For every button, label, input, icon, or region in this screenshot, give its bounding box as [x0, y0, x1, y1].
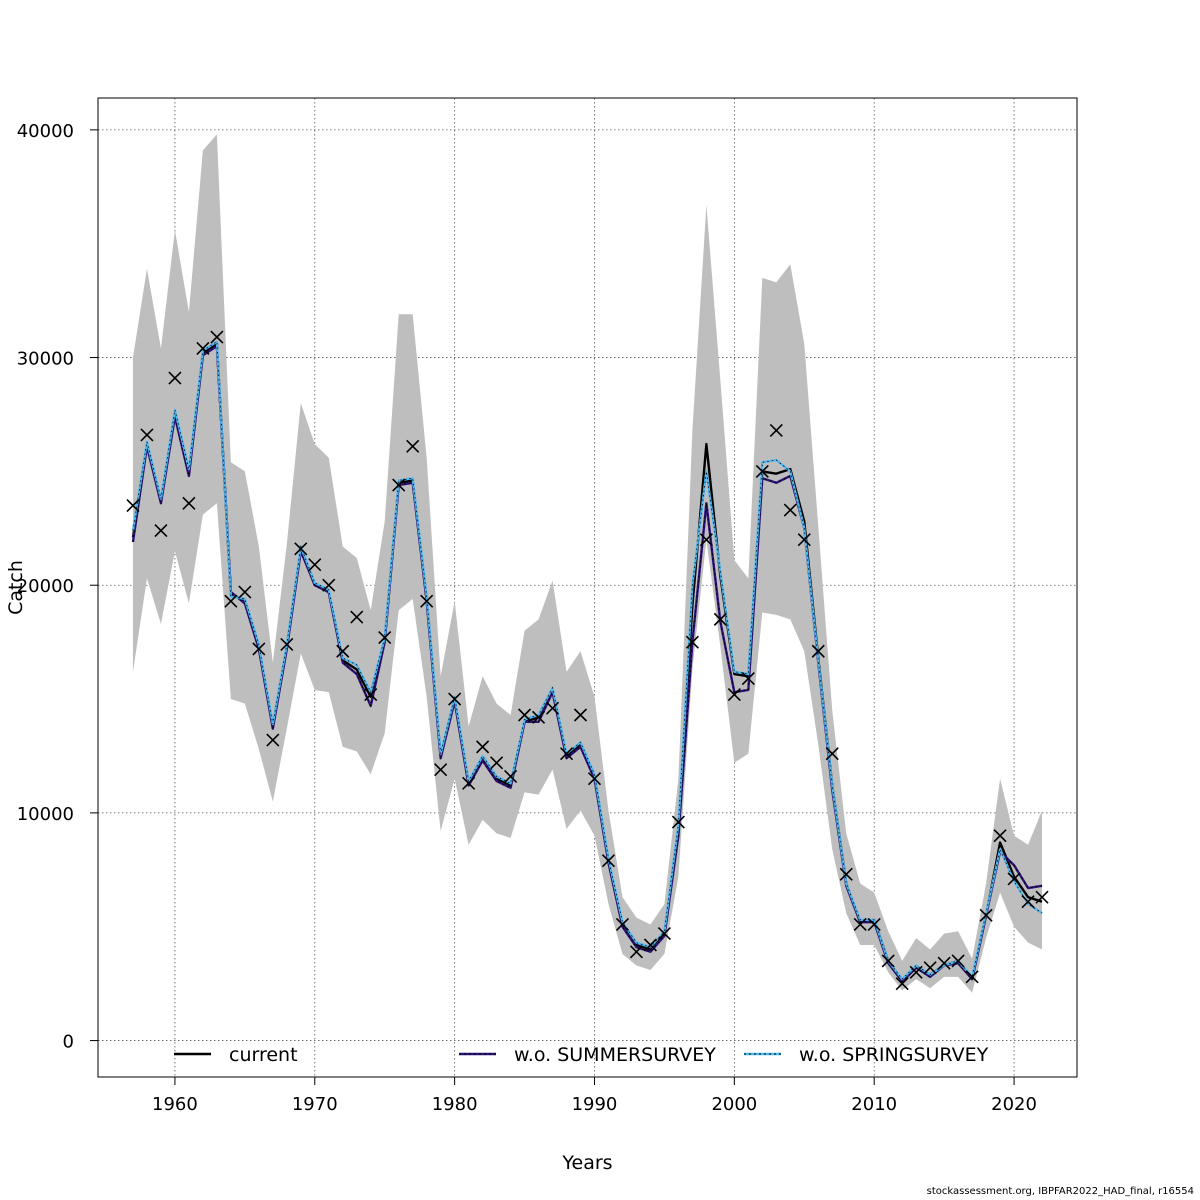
- observed-point: [629, 945, 644, 959]
- y-axis: 0 10000 20000 30000 40000: [17, 121, 98, 1053]
- observed-point: [294, 542, 308, 556]
- x-tick-label: 1970: [292, 1094, 338, 1115]
- y-tick-label: 20000: [17, 576, 74, 597]
- legend-item: w.o. SUMMERSURVEY: [459, 1044, 716, 1066]
- x-tick-label: 2020: [991, 1094, 1037, 1115]
- observed-point: [951, 954, 965, 968]
- observed-catch-markers: [126, 330, 1049, 991]
- x-axis: 1960 1970 1980 1990 2000 2010 2020: [152, 1077, 1037, 1115]
- observed-point: [252, 642, 266, 656]
- x-tick-label: 1980: [432, 1094, 478, 1115]
- observed-point: [378, 631, 392, 645]
- plot-frame: [97, 97, 1078, 1078]
- observed-point: [685, 635, 699, 649]
- observed-point: [559, 747, 574, 761]
- y-tick-label: 30000: [17, 349, 74, 370]
- observed-point: [517, 708, 532, 722]
- x-tick-label: 1960: [152, 1094, 198, 1115]
- source-footer: stockassessment.org, IBPFAR2022_HAD_fina…: [926, 1186, 1194, 1197]
- observed-point: [196, 341, 210, 356]
- x-axis-title: Years: [561, 1152, 612, 1174]
- x-tick-label: 1990: [572, 1094, 618, 1115]
- observed-point: [154, 524, 168, 538]
- observed-point: [965, 970, 979, 984]
- observed-point: [364, 687, 378, 702]
- observed-point: [713, 612, 727, 626]
- observed-point: [895, 977, 909, 991]
- observed-point: [601, 854, 616, 868]
- observed-point: [406, 439, 420, 453]
- observed-point: [839, 867, 853, 881]
- observed-point: [979, 908, 993, 922]
- observed-point: [937, 956, 951, 970]
- x-tick-label: 2000: [711, 1094, 757, 1115]
- observed-point: [993, 829, 1007, 843]
- observed-point: [224, 594, 238, 608]
- observed-point: [434, 763, 448, 777]
- observed-point: [853, 917, 867, 932]
- observed-point: [741, 672, 755, 686]
- observed-point: [420, 594, 434, 608]
- y-axis-title: Catch: [5, 560, 27, 615]
- observed-point: [811, 644, 825, 658]
- observed-point: [350, 610, 364, 624]
- legend-item: w.o. SPRINGSURVEY: [744, 1044, 989, 1066]
- observed-point: [769, 423, 783, 437]
- series-line-wo-summersurvey-dots: [132, 345, 1043, 983]
- observed-point: [266, 733, 280, 747]
- observed-point: [476, 740, 490, 754]
- observed-point: [140, 428, 154, 442]
- observed-point: [504, 769, 518, 784]
- y-tick-label: 10000: [17, 804, 74, 825]
- observed-point: [448, 692, 462, 706]
- observed-point: [797, 533, 811, 547]
- series-line-wo-springsurvey-dots: [132, 340, 1043, 980]
- observed-point: [699, 533, 713, 547]
- observed-point: [462, 776, 476, 790]
- confidence-band: [132, 134, 1043, 993]
- observed-point: [126, 498, 140, 513]
- observed-point: [238, 585, 252, 599]
- y-tick-label: 40000: [17, 121, 74, 142]
- observed-point: [671, 815, 685, 829]
- observed-point: [727, 687, 741, 702]
- observed-point: [573, 708, 588, 722]
- observed-point: [881, 954, 895, 968]
- observed-point: [923, 961, 937, 975]
- observed-point: [867, 917, 881, 932]
- observed-point: [210, 330, 224, 344]
- observed-point: [392, 478, 406, 492]
- observed-point: [490, 756, 504, 770]
- observed-point: [587, 772, 602, 786]
- confidence-band-area: [132, 134, 1043, 993]
- legend-item: current: [174, 1044, 298, 1066]
- y-tick-label: 0: [63, 1032, 74, 1053]
- observed-point: [336, 644, 350, 658]
- observed-point: [182, 496, 196, 510]
- legend-label: current: [229, 1044, 298, 1066]
- observed-point: [322, 578, 336, 592]
- observed-point: [280, 637, 294, 651]
- observed-point: [755, 464, 769, 478]
- legend: current w.o. SUMMERSURVEY w.o. SPRINGSURVE…: [174, 1044, 989, 1066]
- observed-point: [643, 938, 658, 952]
- observed-point: [657, 926, 671, 941]
- observed-point: [168, 371, 182, 385]
- observed-point: [1007, 872, 1021, 886]
- observed-point: [783, 503, 797, 517]
- legend-label: w.o. SPRINGSURVEY: [799, 1044, 989, 1066]
- observed-point: [308, 558, 322, 572]
- observed-point: [545, 701, 560, 715]
- observed-point: [825, 747, 839, 761]
- observed-point: [909, 965, 923, 979]
- observed-point: [531, 710, 546, 724]
- observed-point: [1021, 895, 1035, 909]
- legend-label: w.o. SUMMERSURVEY: [514, 1044, 716, 1066]
- observed-point: [1035, 890, 1049, 904]
- x-tick-label: 2010: [851, 1094, 897, 1115]
- observed-point: [615, 917, 630, 932]
